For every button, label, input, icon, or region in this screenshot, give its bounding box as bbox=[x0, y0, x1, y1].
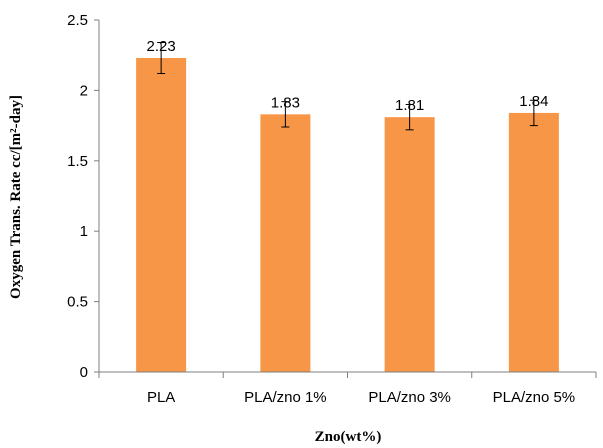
data-label: 2.23 bbox=[147, 38, 176, 55]
y-tick-label: 0 bbox=[80, 364, 88, 381]
x-tick-label: PLA/zno 5% bbox=[493, 389, 576, 406]
x-tick-label: PLA bbox=[147, 389, 175, 406]
bar bbox=[384, 117, 435, 372]
bars-layer bbox=[136, 58, 559, 373]
axes-layer bbox=[94, 19, 597, 378]
x-axis-title: Zno(wt%) bbox=[315, 429, 382, 445]
bar bbox=[136, 58, 187, 373]
bar bbox=[260, 114, 311, 372]
x-tick-label: PLA/zno 1% bbox=[244, 389, 327, 406]
y-tick-label: 2.5 bbox=[67, 12, 88, 29]
error-bars-layer bbox=[157, 42, 538, 131]
labels-layer: 0 0.5 1 1.5 2 2.5 2.23 PLA 1.83 PLA/zno 1% 1.81 PLA… bbox=[67, 12, 575, 406]
data-label: 1.84 bbox=[519, 93, 548, 110]
bar bbox=[508, 112, 559, 372]
data-label: 1.81 bbox=[395, 97, 424, 114]
y-tick-label: 1.5 bbox=[67, 153, 88, 170]
y-tick-label: 0.5 bbox=[67, 294, 88, 311]
y-axis-title: Oxygen Trans. Rate cc/[m²-day] bbox=[8, 95, 24, 299]
y-tick-label: 2 bbox=[80, 82, 88, 99]
x-tick-label: PLA/zno 3% bbox=[368, 389, 451, 406]
y-tick-label: 1 bbox=[80, 223, 88, 240]
data-label: 1.83 bbox=[271, 94, 300, 111]
